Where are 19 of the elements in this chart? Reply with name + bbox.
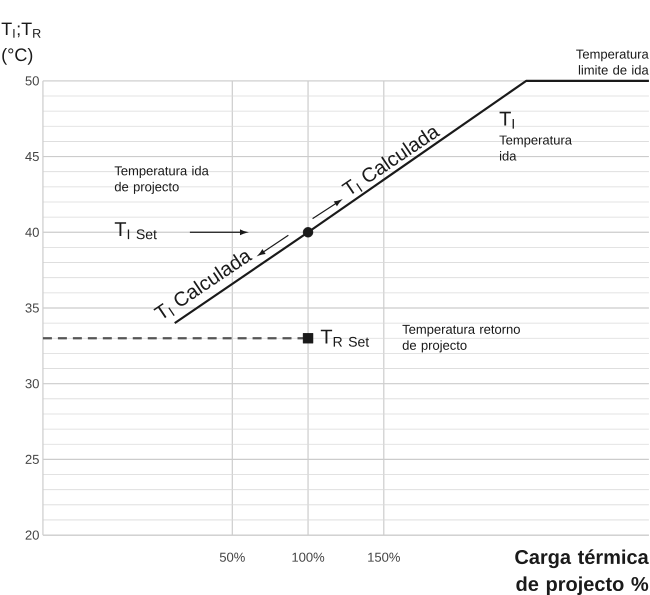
y-tick-label: 45	[25, 152, 39, 162]
y-tick-label: 35	[25, 303, 39, 313]
x-axis-title: Carga térmica de projecto %	[515, 549, 649, 595]
annotation: Temperatura ida de projecto	[114, 166, 209, 194]
x-tick-label: 150%	[368, 552, 400, 562]
text: Temperatura limite de ida	[576, 50, 649, 75]
annotation: Temperatura retorno de projecto	[402, 324, 520, 352]
annotation: Temperatura ida	[499, 136, 572, 161]
y-axis-title: T$_{I}$;T$_{R}$ (°C)	[2, 22, 41, 65]
y-tick-label: 40	[25, 228, 39, 237]
annotation: $\mathrm{T}_{\mathrm{I\ Set}}$	[114, 222, 157, 240]
annotation: T$_{I}$	[500, 112, 514, 129]
y-tick-label: 20	[26, 530, 39, 540]
y-tick-label: 25	[26, 454, 39, 464]
y-tick-label: 30	[25, 379, 39, 388]
y-tick-label: 50	[25, 76, 39, 86]
x-tick-label: 100%	[292, 552, 324, 562]
x-tick-label: 50%	[220, 552, 245, 562]
annotation: $\mathrm{T}_{\mathrm{R\ Set}}$	[320, 330, 370, 347]
